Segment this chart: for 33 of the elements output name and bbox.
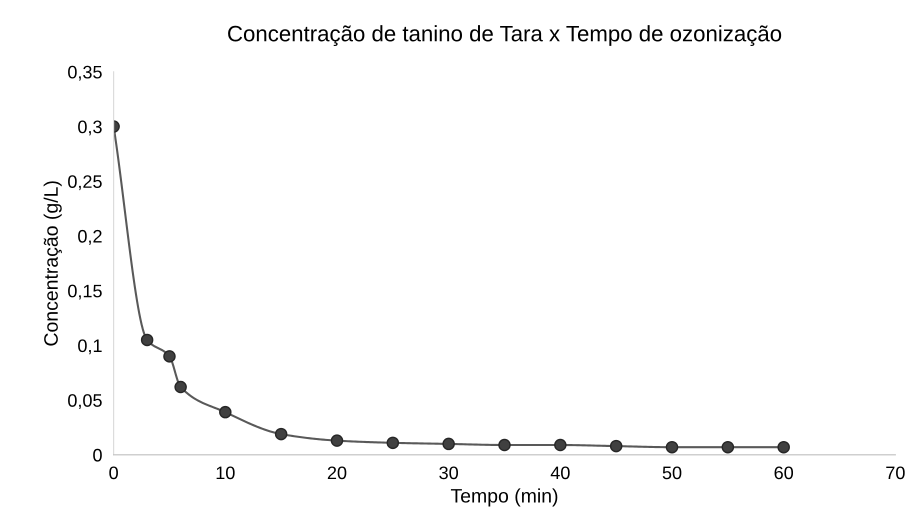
point <box>174 380 187 394</box>
y-tick-label: 0 <box>93 448 102 462</box>
y-tick-label: 0,35 <box>68 66 102 81</box>
y-tick-label: 0,2 <box>78 230 102 245</box>
x-axis-title: Tempo (min) <box>450 488 558 506</box>
y-tick-label: 0,05 <box>68 394 102 409</box>
point <box>722 440 734 454</box>
point <box>554 438 567 452</box>
point <box>330 434 344 447</box>
point <box>386 436 400 450</box>
point <box>610 440 622 452</box>
y-tick-label: 0,3 <box>78 120 102 136</box>
point <box>498 438 511 452</box>
x-tick-label: 40 <box>550 466 570 480</box>
x-tick-label: 30 <box>439 466 458 480</box>
y-tick-label: 0,1 <box>78 339 102 354</box>
point <box>442 438 455 450</box>
y-tick-label: 0,15 <box>68 284 102 300</box>
point <box>274 428 288 440</box>
point <box>163 350 176 363</box>
x-tick-label: 0 <box>109 466 118 480</box>
x-tick-label: 20 <box>328 466 346 480</box>
point <box>777 440 790 454</box>
x-tick-label: 50 <box>662 466 682 480</box>
x-tick-label: 70 <box>886 466 905 480</box>
point <box>666 440 678 454</box>
chart-title: Concentração de tanino de Tara x Tempo de ozonização <box>228 25 782 46</box>
x-tick-label: 10 <box>216 466 235 480</box>
y-axis-title: Concentração (g/L) <box>44 181 62 346</box>
y-tick-label: 0,25 <box>68 175 102 190</box>
point <box>140 334 154 346</box>
x-tick-label: 60 <box>774 466 794 480</box>
point <box>219 406 232 418</box>
